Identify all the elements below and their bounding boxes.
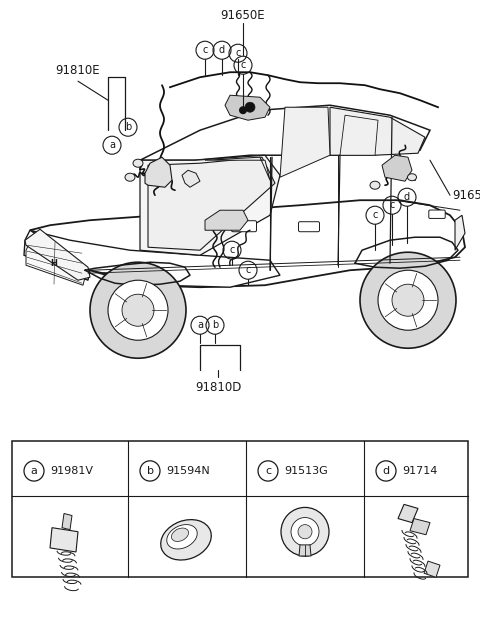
Polygon shape bbox=[424, 561, 440, 577]
Circle shape bbox=[392, 284, 424, 316]
FancyBboxPatch shape bbox=[231, 221, 256, 232]
Text: 91714: 91714 bbox=[402, 466, 437, 476]
Text: b: b bbox=[125, 122, 131, 132]
Polygon shape bbox=[205, 157, 270, 180]
Polygon shape bbox=[382, 155, 412, 181]
Circle shape bbox=[360, 252, 456, 348]
Text: c: c bbox=[240, 60, 246, 70]
Text: H: H bbox=[50, 259, 58, 268]
Polygon shape bbox=[299, 545, 311, 556]
Text: d: d bbox=[219, 45, 225, 55]
Text: 91513G: 91513G bbox=[284, 466, 328, 476]
Text: c: c bbox=[372, 210, 378, 220]
Polygon shape bbox=[26, 242, 85, 285]
Circle shape bbox=[281, 508, 329, 556]
Text: 91981V: 91981V bbox=[50, 466, 93, 476]
Text: c: c bbox=[235, 48, 240, 58]
Polygon shape bbox=[280, 107, 330, 177]
Text: a: a bbox=[31, 466, 37, 476]
Polygon shape bbox=[398, 505, 418, 523]
Ellipse shape bbox=[408, 173, 417, 180]
Ellipse shape bbox=[370, 181, 380, 189]
Circle shape bbox=[298, 525, 312, 539]
Polygon shape bbox=[145, 157, 172, 187]
Polygon shape bbox=[455, 215, 465, 250]
Circle shape bbox=[291, 518, 319, 546]
Text: c: c bbox=[389, 200, 395, 210]
Text: a: a bbox=[109, 141, 115, 150]
Text: 91650E: 91650E bbox=[221, 9, 265, 22]
Text: d: d bbox=[383, 466, 390, 476]
Polygon shape bbox=[30, 200, 465, 287]
Polygon shape bbox=[330, 107, 425, 155]
Text: 91650D: 91650D bbox=[452, 189, 480, 202]
Circle shape bbox=[239, 106, 247, 114]
Polygon shape bbox=[140, 155, 280, 255]
Text: c: c bbox=[229, 245, 235, 255]
Text: c: c bbox=[202, 45, 208, 55]
Text: b: b bbox=[146, 466, 154, 476]
Polygon shape bbox=[24, 230, 90, 280]
FancyBboxPatch shape bbox=[299, 222, 320, 232]
Bar bbox=[12, 441, 468, 577]
Polygon shape bbox=[148, 157, 275, 250]
Circle shape bbox=[90, 262, 186, 358]
Text: 91810E: 91810E bbox=[56, 64, 100, 77]
Polygon shape bbox=[182, 170, 200, 187]
Circle shape bbox=[122, 294, 154, 326]
Text: d: d bbox=[404, 192, 410, 202]
Text: a: a bbox=[197, 320, 203, 330]
Polygon shape bbox=[340, 115, 378, 155]
Polygon shape bbox=[25, 229, 90, 280]
Polygon shape bbox=[410, 518, 430, 535]
Polygon shape bbox=[30, 230, 280, 287]
Polygon shape bbox=[62, 513, 72, 530]
Ellipse shape bbox=[171, 528, 189, 541]
Ellipse shape bbox=[167, 525, 197, 549]
Text: 91594N: 91594N bbox=[166, 466, 210, 476]
Ellipse shape bbox=[133, 160, 143, 167]
Ellipse shape bbox=[125, 173, 135, 181]
FancyBboxPatch shape bbox=[429, 210, 445, 218]
Circle shape bbox=[245, 102, 255, 112]
Text: 91810D: 91810D bbox=[195, 380, 241, 394]
Circle shape bbox=[378, 270, 438, 330]
Text: c: c bbox=[265, 466, 271, 476]
Polygon shape bbox=[205, 210, 248, 230]
Ellipse shape bbox=[161, 520, 211, 560]
Polygon shape bbox=[50, 528, 78, 552]
Polygon shape bbox=[140, 105, 430, 160]
Polygon shape bbox=[225, 95, 270, 120]
Circle shape bbox=[108, 280, 168, 340]
Text: b: b bbox=[212, 320, 218, 330]
Text: c: c bbox=[245, 265, 251, 275]
